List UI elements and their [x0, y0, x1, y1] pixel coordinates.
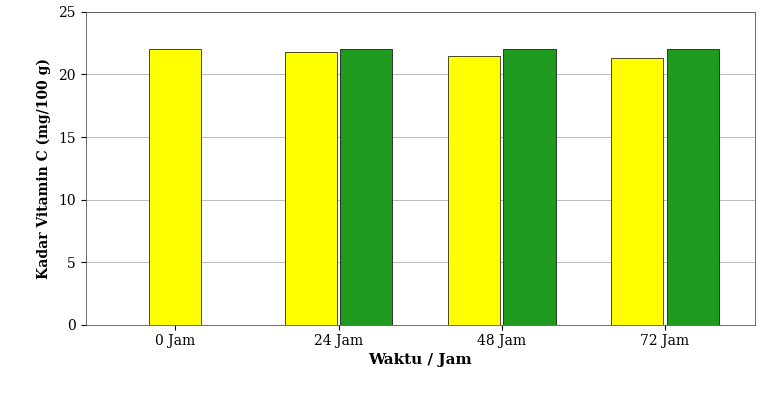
X-axis label: Waktu / Jam: Waktu / Jam [368, 352, 472, 367]
Bar [149, 50, 202, 325]
Y-axis label: Kadar Vitamin C (mg/100 g): Kadar Vitamin C (mg/100 g) [37, 58, 51, 279]
Bar [667, 50, 719, 325]
Bar [503, 50, 555, 325]
Bar [448, 56, 500, 325]
Bar [285, 52, 337, 325]
Bar [611, 58, 664, 325]
Bar [340, 50, 392, 325]
